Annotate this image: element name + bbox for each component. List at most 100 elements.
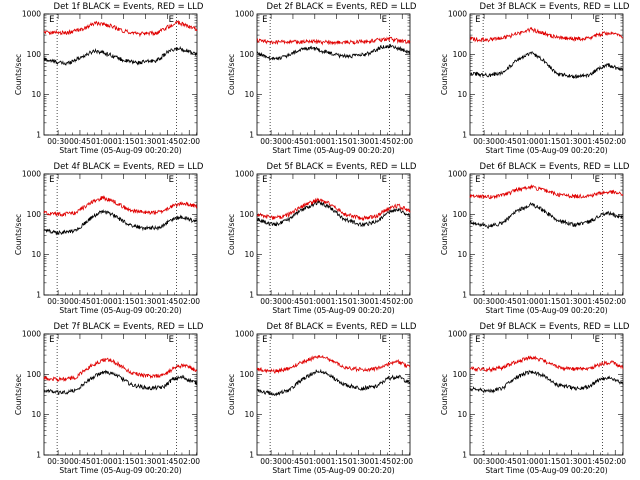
- x-tick-label: 00:30: [473, 137, 495, 146]
- y-tick-label: 1: [249, 131, 254, 140]
- x-tick-label: 00:30: [260, 137, 282, 146]
- x-tick-label: 00:45: [282, 297, 304, 306]
- y-axis-label: Counts/sec: [440, 214, 449, 255]
- event-marker-label: E: [262, 175, 267, 185]
- x-tick-label: 02:00: [391, 137, 413, 146]
- y-axis-label: Counts/sec: [14, 214, 23, 255]
- plot-frame: [43, 13, 198, 136]
- x-tick-label: 01:15: [326, 457, 348, 466]
- y-tick-label: 1000: [448, 10, 467, 19]
- y-tick-label: 1000: [448, 330, 467, 339]
- series-events-line: [469, 201, 624, 229]
- chart-svg: Det 1f BLACK = Events, RED = LLD 1 10 100 10…: [14, 2, 204, 155]
- y-tick-label: 1: [36, 291, 41, 300]
- event-marker-label: E: [595, 175, 600, 185]
- chart-panel-3: Det 3f BLACK = Events, RED = LLD 1 10 100 10…: [426, 0, 639, 160]
- chart-panel-6: Det 6f BLACK = Events, RED = LLD 1 10 100 10…: [426, 160, 639, 320]
- y-tick-label: 100: [27, 50, 42, 59]
- y-tick-label: 100: [453, 370, 468, 379]
- series-lld-line: [469, 184, 624, 200]
- chart-title: Det 2f BLACK = Events, RED = LLD: [267, 2, 417, 12]
- x-tick-label: 01:45: [370, 297, 392, 306]
- y-tick-label: 1000: [22, 330, 41, 339]
- event-marker-label: E: [382, 175, 387, 185]
- x-tick-label: 00:30: [47, 297, 69, 306]
- x-axis-label: Start Time (05-Aug-09 00:20:20): [59, 466, 181, 475]
- plot-frame: [469, 173, 624, 296]
- x-tick-label: 01:00: [304, 457, 326, 466]
- x-axis-label: Start Time (05-Aug-09 00:20:20): [485, 306, 607, 315]
- plot-frame: [43, 173, 198, 296]
- chart-title: Det 3f BLACK = Events, RED = LLD: [480, 2, 630, 12]
- chart-title: Det 8f BLACK = Events, RED = LLD: [267, 322, 417, 332]
- x-tick-label: 01:15: [326, 297, 348, 306]
- chart-svg: Det 4f BLACK = Events, RED = LLD 1 10 100 10…: [14, 162, 204, 315]
- x-tick-label: 00:45: [282, 457, 304, 466]
- x-tick-label: 01:15: [539, 137, 561, 146]
- chart-svg: Det 7f BLACK = Events, RED = LLD 1 10 100 10…: [14, 322, 204, 475]
- event-marker-label: E: [169, 15, 174, 25]
- y-tick-label: 1000: [235, 170, 254, 179]
- x-tick-label: 01:00: [517, 457, 539, 466]
- x-tick-label: 00:45: [495, 137, 517, 146]
- x-tick-label: 01:30: [561, 457, 583, 466]
- plot-frame: [256, 333, 411, 456]
- x-tick-label: 01:15: [326, 137, 348, 146]
- y-tick-label: 10: [31, 250, 41, 259]
- series-lld-line: [256, 354, 411, 375]
- x-tick-label: 02:00: [391, 457, 413, 466]
- x-tick-label: 00:30: [260, 297, 282, 306]
- chart-svg: Det 8f BLACK = Events, RED = LLD 1 10 100 10…: [227, 322, 417, 475]
- plot-frame: [469, 13, 624, 136]
- series-lld-line: [43, 357, 197, 383]
- x-tick-label: 01:45: [157, 297, 179, 306]
- series-lld-line: [256, 197, 411, 222]
- x-axis-label: Start Time (05-Aug-09 00:20:20): [59, 146, 181, 155]
- y-tick-label: 1: [249, 451, 254, 460]
- x-tick-label: 00:30: [47, 457, 69, 466]
- y-tick-label: 1000: [448, 170, 467, 179]
- series-events-line: [256, 198, 411, 228]
- y-tick-label: 10: [457, 250, 467, 259]
- plot-frame: [256, 13, 411, 136]
- x-tick-label: 00:30: [473, 297, 495, 306]
- event-marker-label: E: [262, 335, 267, 345]
- y-tick-label: 1: [462, 451, 467, 460]
- chart-title: Det 5f BLACK = Events, RED = LLD: [267, 162, 417, 172]
- event-marker-label: E: [475, 15, 480, 25]
- x-tick-label: 01:00: [304, 297, 326, 306]
- x-tick-label: 02:00: [604, 137, 626, 146]
- x-tick-label: 01:45: [157, 137, 179, 146]
- x-tick-label: 01:30: [561, 137, 583, 146]
- chart-title: Det 7f BLACK = Events, RED = LLD: [54, 322, 204, 332]
- x-tick-label: 01:00: [517, 137, 539, 146]
- event-marker-label: E: [262, 15, 267, 25]
- y-axis-label: Counts/sec: [14, 374, 23, 415]
- y-axis-label: Counts/sec: [440, 54, 449, 95]
- y-axis-label: Counts/sec: [14, 54, 23, 95]
- event-marker-label: E: [595, 335, 600, 345]
- x-tick-label: 01:00: [91, 297, 113, 306]
- chart-panel-8: Det 8f BLACK = Events, RED = LLD 1 10 100 10…: [213, 320, 426, 480]
- y-tick-label: 1000: [22, 170, 41, 179]
- y-tick-label: 10: [457, 90, 467, 99]
- event-marker-label: E: [382, 15, 387, 25]
- x-tick-label: 01:30: [348, 297, 370, 306]
- x-axis-label: Start Time (05-Aug-09 00:20:20): [272, 466, 394, 475]
- y-tick-label: 100: [27, 370, 42, 379]
- event-marker-label: E: [49, 335, 54, 345]
- y-tick-label: 1: [462, 291, 467, 300]
- plot-frame: [43, 333, 198, 456]
- series-events-line: [469, 369, 624, 394]
- series-lld-line: [256, 36, 411, 46]
- x-tick-label: 01:00: [517, 297, 539, 306]
- x-tick-label: 00:45: [495, 297, 517, 306]
- y-tick-label: 1: [36, 451, 41, 460]
- x-tick-label: 01:45: [370, 137, 392, 146]
- chart-svg: Det 9f BLACK = Events, RED = LLD 1 10 100 10…: [440, 322, 630, 475]
- chart-title: Det 6f BLACK = Events, RED = LLD: [480, 162, 630, 172]
- y-tick-label: 10: [244, 410, 254, 419]
- event-marker-label: E: [49, 175, 54, 185]
- event-marker-label: E: [382, 335, 387, 345]
- x-tick-label: 01:00: [91, 137, 113, 146]
